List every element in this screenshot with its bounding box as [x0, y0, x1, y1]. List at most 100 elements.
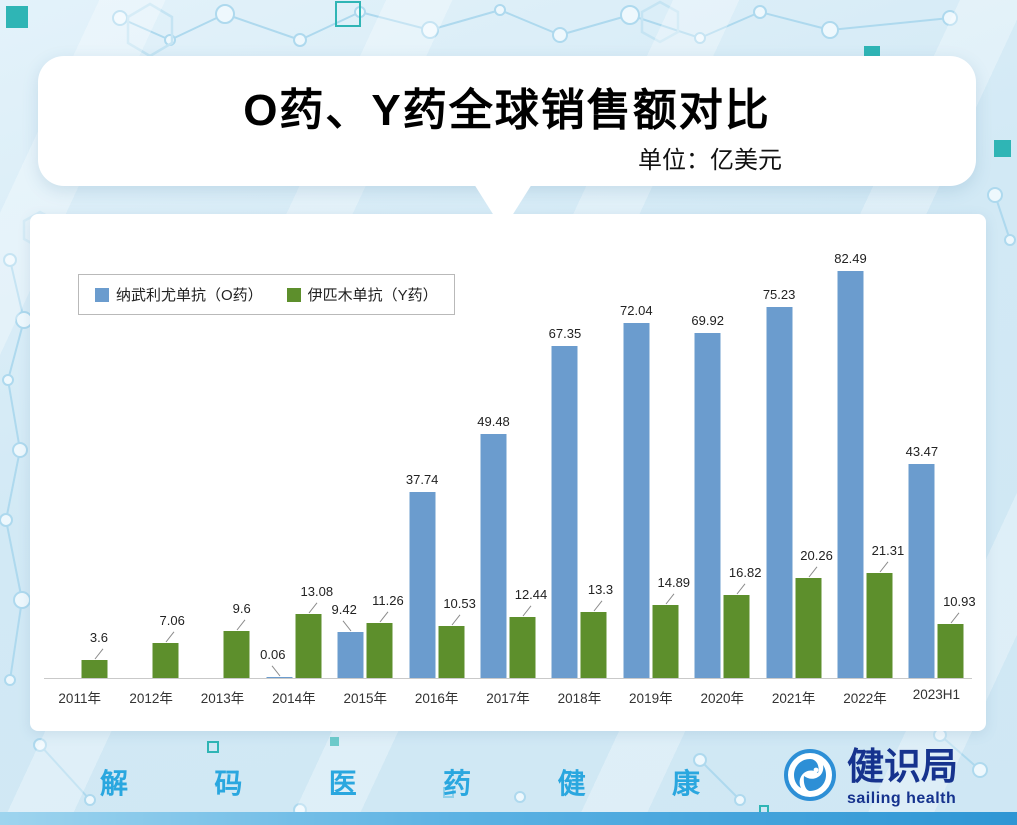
bar-y-drug [937, 624, 964, 678]
bar-o-drug [480, 434, 507, 678]
label-leader-line [271, 664, 281, 676]
bar-y-drug [366, 622, 393, 678]
value-label: 37.74 [405, 471, 439, 487]
x-axis-label: 2018年 [557, 691, 602, 706]
value-label: 72.04 [620, 302, 653, 318]
value-label: 3.6 [89, 630, 108, 646]
bar-group: 9.42 11.26 2015年 [330, 261, 404, 707]
value-label: 21.31 [871, 542, 905, 558]
bar-group: 69.92 16.82 2020年 [687, 261, 761, 706]
bar-group: 37.74 10.53 2016年 [401, 261, 476, 706]
value-label: 49.48 [477, 414, 510, 430]
x-axis-label: 2013年 [200, 691, 245, 706]
value-label: 13.3 [587, 582, 614, 598]
bar-y-drug [438, 626, 465, 678]
bar-y-drug [866, 572, 893, 678]
bar-o-drug [908, 463, 935, 678]
bar-o-drug [337, 631, 364, 678]
value-label: 14.89 [657, 574, 691, 590]
bar-o-drug [766, 307, 793, 678]
bar-o-drug [837, 271, 864, 678]
bar-y-drug [652, 604, 679, 678]
chart-legend: 纳武利尤单抗（O药） 伊匹木单抗（Y药） [78, 274, 455, 315]
brand-logo: 健识局 sailing health [783, 746, 958, 808]
logo-subtext: sailing health [847, 789, 957, 807]
bottom-gradient-bar [0, 812, 1017, 825]
slogan-char: 药 [443, 768, 472, 799]
label-leader-line [736, 583, 746, 595]
legend-item-o-drug: 纳武利尤单抗（O药） [95, 284, 263, 305]
label-leader-line [808, 566, 817, 578]
bar-y-drug [152, 643, 179, 678]
o-drug-swatch-icon [95, 287, 109, 302]
x-axis-label: 2012年 [129, 691, 173, 706]
bar-y-drug [795, 578, 822, 678]
bar-y-drug [295, 613, 322, 678]
value-label: 82.49 [834, 251, 867, 267]
value-label: 75.23 [762, 287, 796, 303]
x-axis-label: 2019年 [629, 691, 673, 706]
label-leader-line [451, 614, 461, 626]
bar-o-drug [694, 333, 721, 678]
page-title: O药、Y药全球销售额对比 [243, 86, 771, 135]
x-axis-label: 2021年 [771, 691, 816, 706]
label-leader-line [665, 593, 675, 604]
bar-group: 67.35 13.3 2018年 [544, 261, 615, 706]
bar-group: 0.06 13.08 2014年 [258, 261, 333, 706]
logo-swirl-icon [784, 749, 836, 801]
molecule-node-icon [112, 10, 128, 26]
logo-texts: 健识局 sailing health [847, 746, 958, 808]
bar-o-drug [623, 322, 650, 678]
value-label: 9.6 [232, 600, 251, 616]
bar-group: 3.6 2011年 [44, 261, 115, 706]
value-label: 67.35 [548, 325, 582, 341]
slogan-char: 解 [100, 768, 129, 799]
legend-item-y-drug: 伊匹木单抗（Y药） [286, 284, 438, 305]
slogan-char: 康 [671, 768, 700, 799]
legend-label-o-drug: 纳武利尤单抗（O药） [116, 287, 263, 304]
legend-label-y-drug: 伊匹木单抗（Y药） [307, 287, 438, 304]
label-leader-line [94, 648, 104, 660]
logo-name: 健识局 [847, 746, 958, 787]
x-axis-label: 2011年 [58, 691, 101, 706]
bar-group: 7.06 2012年 [115, 261, 186, 706]
label-leader-line [594, 600, 603, 612]
x-axis-label: 2017年 [486, 691, 530, 706]
label-leader-line [237, 619, 246, 630]
value-label: 16.82 [728, 565, 762, 581]
bar-y-drug [580, 612, 607, 678]
x-axis-label: 2015年 [343, 691, 388, 706]
slogan-char: 健 [557, 768, 586, 799]
value-label: 7.06 [159, 613, 185, 629]
callout-tail [474, 184, 532, 230]
value-label: 69.92 [691, 313, 724, 329]
slogan-char: 码 [214, 768, 243, 799]
label-leader-line [342, 620, 352, 631]
label-leader-line [522, 605, 532, 616]
bar-y-drug [223, 630, 250, 678]
slogan-char: 医 [328, 768, 357, 799]
bar-group: 72.04 14.89 2019年 [615, 261, 690, 706]
bar-o-drug [409, 491, 436, 678]
bar-o-drug [266, 676, 293, 678]
bar-y-drug [509, 616, 536, 678]
value-label: 20.26 [800, 548, 833, 564]
plot-area: 3.6 2011年 7.06 2012年 9.6 2013年 0.06 13.08 2014年 9… [44, 251, 976, 707]
value-label: 0.06 [260, 646, 286, 662]
bar-group: 82.49 21.31 2022年 [829, 251, 904, 706]
bar-y-drug [723, 595, 750, 678]
value-label: 11.26 [372, 592, 404, 608]
label-leader-line [879, 561, 889, 573]
x-axis-label: 2022年 [843, 691, 887, 706]
label-leader-line [950, 612, 960, 624]
bar-group: 43.47 10.93 2023H1 [901, 261, 976, 702]
bar-group: 49.48 12.44 2017年 [472, 261, 547, 706]
label-leader-line [308, 601, 318, 613]
bar-o-drug [551, 345, 578, 678]
y-drug-swatch-icon [286, 287, 301, 302]
value-label: 10.53 [443, 596, 476, 612]
label-leader-line [379, 610, 389, 622]
value-label: 12.44 [514, 586, 548, 602]
unit-label: 单位：亿美元 [638, 147, 782, 174]
